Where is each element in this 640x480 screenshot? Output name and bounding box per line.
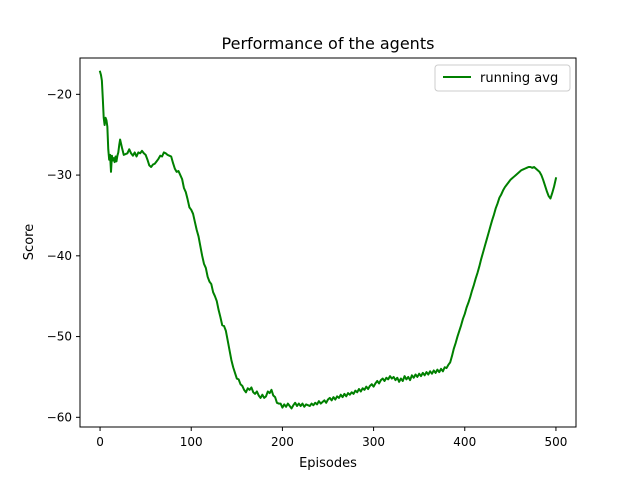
legend: running avg: [434, 64, 571, 92]
x-tick-label: 200: [271, 435, 294, 449]
y-tick-label: −50: [47, 330, 72, 344]
y-tick-label: −60: [47, 410, 72, 424]
chart-title: Performance of the agents: [222, 34, 435, 53]
x-tick-label: 400: [453, 435, 476, 449]
legend-label-running-avg: running avg: [480, 71, 558, 86]
x-axis-ticks: 0 100 200 300 400 500: [96, 427, 567, 449]
x-tick-label: 300: [362, 435, 385, 449]
x-axis-label: Episodes: [299, 456, 357, 471]
x-tick-label: 0: [96, 435, 104, 449]
y-tick-label: −20: [47, 87, 72, 101]
x-tick-label: 500: [544, 435, 567, 449]
plot-area: [80, 58, 576, 427]
y-axis-ticks: −20 −30 −40 −50 −60: [47, 87, 80, 424]
x-tick-label: 100: [180, 435, 203, 449]
plot-frame: [79, 57, 577, 428]
running-avg-line: [98, 70, 558, 410]
y-tick-label: −30: [47, 168, 72, 182]
y-axis-label: Score: [22, 224, 37, 260]
y-tick-label: −40: [47, 249, 72, 263]
legend-box: [434, 64, 571, 92]
